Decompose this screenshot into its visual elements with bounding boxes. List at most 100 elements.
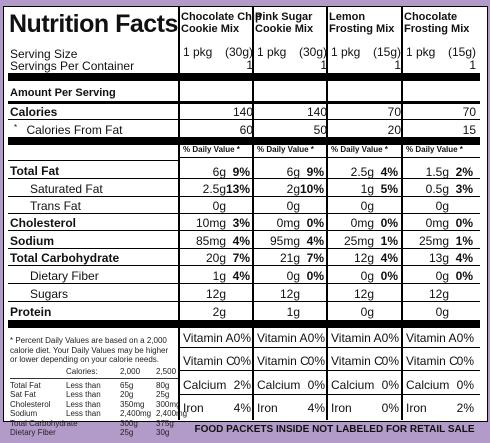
nutrient-amount: 0mg bbox=[350, 216, 374, 230]
column-title-line2: Frosting Mix bbox=[329, 23, 395, 35]
calories-from-fat-value: 15 bbox=[462, 123, 476, 137]
rule-vit-a bbox=[180, 347, 480, 348]
vitamin-label: Vitamin A bbox=[331, 331, 382, 345]
nutrient-amount: 0mg bbox=[425, 216, 449, 230]
serving-size-label: Serving Size bbox=[10, 47, 78, 61]
servings-per-container-value: 1 bbox=[246, 58, 253, 72]
nutrient-amount: 12g bbox=[428, 287, 449, 301]
column-title-line1: Lemon bbox=[329, 11, 366, 23]
serving-size-value: 1 pkg bbox=[406, 45, 436, 59]
nutrient-daily-value: 4% bbox=[232, 234, 250, 248]
nutrient-daily-value: 4% bbox=[306, 234, 324, 248]
footnote-row: Sodium Less than 2,400mg 2,400mg bbox=[10, 409, 187, 419]
vitamin-value: 0% bbox=[307, 378, 325, 392]
vitamin-label: Iron bbox=[331, 401, 352, 415]
rule-sat-fat bbox=[8, 196, 480, 197]
column-title-line2: Frosting Mix bbox=[404, 23, 470, 35]
footnote-cell: Less than bbox=[66, 390, 101, 399]
footnote-cell: 20g bbox=[120, 390, 134, 399]
calories-value: 140 bbox=[306, 105, 327, 119]
thick-rule-mid bbox=[8, 137, 480, 145]
nutrient-amount: 12g bbox=[279, 287, 300, 301]
daily-value-header: % Daily Value * bbox=[183, 145, 240, 154]
nutrient-amount: 85mg bbox=[195, 234, 226, 248]
nutrient-amount: 95mg bbox=[269, 234, 300, 248]
footnote-cell: 350mg bbox=[120, 399, 145, 409]
nutrient-daily-value: 1% bbox=[455, 234, 473, 248]
vitamin-label: Vitamin C bbox=[183, 354, 235, 368]
nutrient-amount: 6g bbox=[286, 165, 300, 179]
footnote-cell: 300mg bbox=[156, 399, 181, 409]
rule-fiber bbox=[8, 283, 480, 284]
calories-value: 70 bbox=[387, 105, 401, 119]
vitamin-label: Calcium bbox=[406, 378, 450, 392]
footnote-cell: 2,400mg bbox=[156, 409, 188, 418]
nutrient-amount: 6g bbox=[212, 165, 226, 179]
nutrient-daily-value: 0% bbox=[455, 269, 473, 283]
nutrient-amount: 1g bbox=[212, 269, 226, 283]
vitamin-label: Vitamin A bbox=[406, 331, 457, 345]
nutrient-amount: 0g bbox=[212, 199, 226, 213]
nutrient-amount: 0g bbox=[435, 305, 449, 319]
nutrient-daily-value: 7% bbox=[232, 251, 250, 265]
column-title-line1: Pink Sugar bbox=[255, 11, 313, 23]
footnote-cell: 2,400mg bbox=[120, 409, 152, 418]
nutrient-amount: 13g bbox=[428, 251, 449, 265]
footnote-calories-label: Calories: bbox=[66, 367, 98, 376]
serving-size-grams: (30g) bbox=[298, 45, 327, 59]
vitamin-label: Iron bbox=[257, 401, 278, 415]
total-fat-label: Total Fat bbox=[10, 164, 60, 178]
footnote-row: Total Carbohydrate 300g 375g bbox=[10, 419, 180, 429]
nutrient-daily-value: 4% bbox=[380, 165, 398, 179]
footnote-cell: Less than bbox=[66, 399, 101, 409]
vitamin-value: 0% bbox=[381, 354, 399, 368]
nutrient-amount: 12g bbox=[353, 251, 374, 265]
footnote-2000: 2,000 bbox=[120, 367, 141, 376]
calories-from-fat-value: 60 bbox=[239, 123, 253, 137]
footnote-cell: Less than bbox=[66, 380, 101, 390]
footnote-header-row: Calories: 2,000 2,500 bbox=[10, 367, 180, 377]
footnote-cell: 25g bbox=[156, 390, 170, 399]
nutrient-daily-value: 4% bbox=[380, 251, 398, 265]
nutrient-daily-value: 7% bbox=[306, 251, 324, 265]
column-title-line1: Chocolate Chip bbox=[181, 11, 262, 23]
nutrient-daily-value: 10% bbox=[300, 182, 325, 196]
nutrient-amount: 2g bbox=[212, 305, 226, 319]
rule-sugars bbox=[8, 301, 480, 302]
label-title: Nutrition Facts bbox=[9, 10, 178, 38]
vitamin-value: 0% bbox=[456, 331, 474, 345]
footnote-cell: Total Fat bbox=[10, 380, 41, 390]
daily-value-header: % Daily Value * bbox=[406, 145, 463, 154]
retail-sale-notice: FOOD PACKETS INSIDE NOT LABELED FOR RETA… bbox=[194, 424, 475, 435]
dietary-fiber-label: Dietary Fiber bbox=[30, 269, 99, 283]
calories-from-fat-text: Calories From Fat bbox=[26, 123, 123, 137]
calories-from-fat-label: * Calories From Fat bbox=[14, 123, 123, 137]
nutrient-daily-value: 4% bbox=[232, 269, 250, 283]
footnote-text: * Percent Daily Values are based on a 2,… bbox=[10, 336, 168, 365]
vitamin-label: Calcium bbox=[257, 378, 301, 392]
vitamin-label: Vitamin A bbox=[183, 331, 234, 345]
protein-label: Protein bbox=[10, 305, 52, 319]
saturated-fat-label: Saturated Fat bbox=[30, 182, 103, 196]
serving-size-grams: (15g) bbox=[447, 45, 476, 59]
nutrient-amount: 20g bbox=[205, 251, 226, 265]
nutrient-daily-value: 13% bbox=[226, 182, 251, 196]
footnote-line-2: calorie diet. Your Daily Values may be h… bbox=[10, 345, 169, 355]
footnote-cell: 30g bbox=[156, 428, 170, 437]
servings-per-container-value: 1 bbox=[320, 58, 327, 72]
calories-from-fat-value: 50 bbox=[313, 123, 327, 137]
footnote-cell: 80g bbox=[156, 380, 170, 390]
vitamin-value: 0% bbox=[307, 331, 325, 345]
calories-value: 70 bbox=[462, 105, 476, 119]
nutrient-daily-value: 0% bbox=[380, 216, 398, 230]
trans-fat-label: Trans Fat bbox=[30, 199, 81, 213]
nutrient-daily-value: 0% bbox=[380, 269, 398, 283]
rule-calcium bbox=[180, 394, 480, 395]
footnote-cell: Less than bbox=[66, 409, 101, 418]
nutrient-amount: 2.5g bbox=[202, 182, 226, 196]
amount-per-serving-label: Amount Per Serving bbox=[10, 87, 116, 99]
nutrient-amount: 2.5g bbox=[350, 165, 374, 179]
nutrient-amount: 0mg bbox=[276, 216, 300, 230]
nutrient-amount: 1g bbox=[286, 305, 300, 319]
nutrient-amount: 0g bbox=[360, 199, 374, 213]
